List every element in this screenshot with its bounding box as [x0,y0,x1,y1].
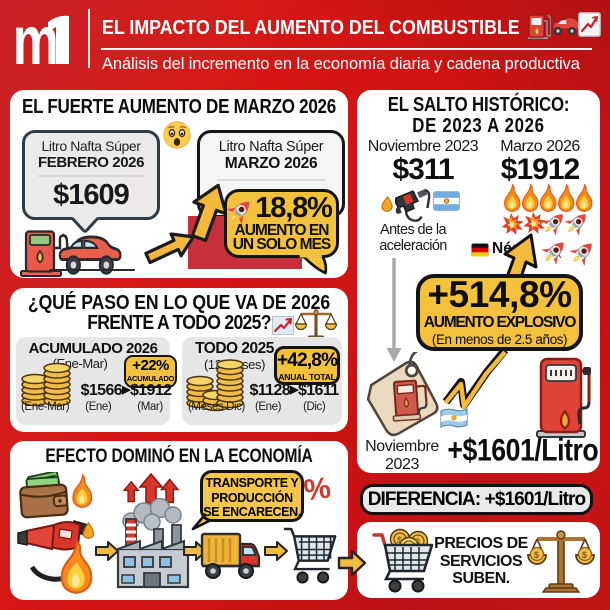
svg-text:$: $ [534,550,539,560]
svg-text:m: m [13,6,59,72]
svg-text:$: $ [582,550,587,560]
svg-text:$: $ [397,535,402,545]
svg-text:$: $ [415,537,420,547]
